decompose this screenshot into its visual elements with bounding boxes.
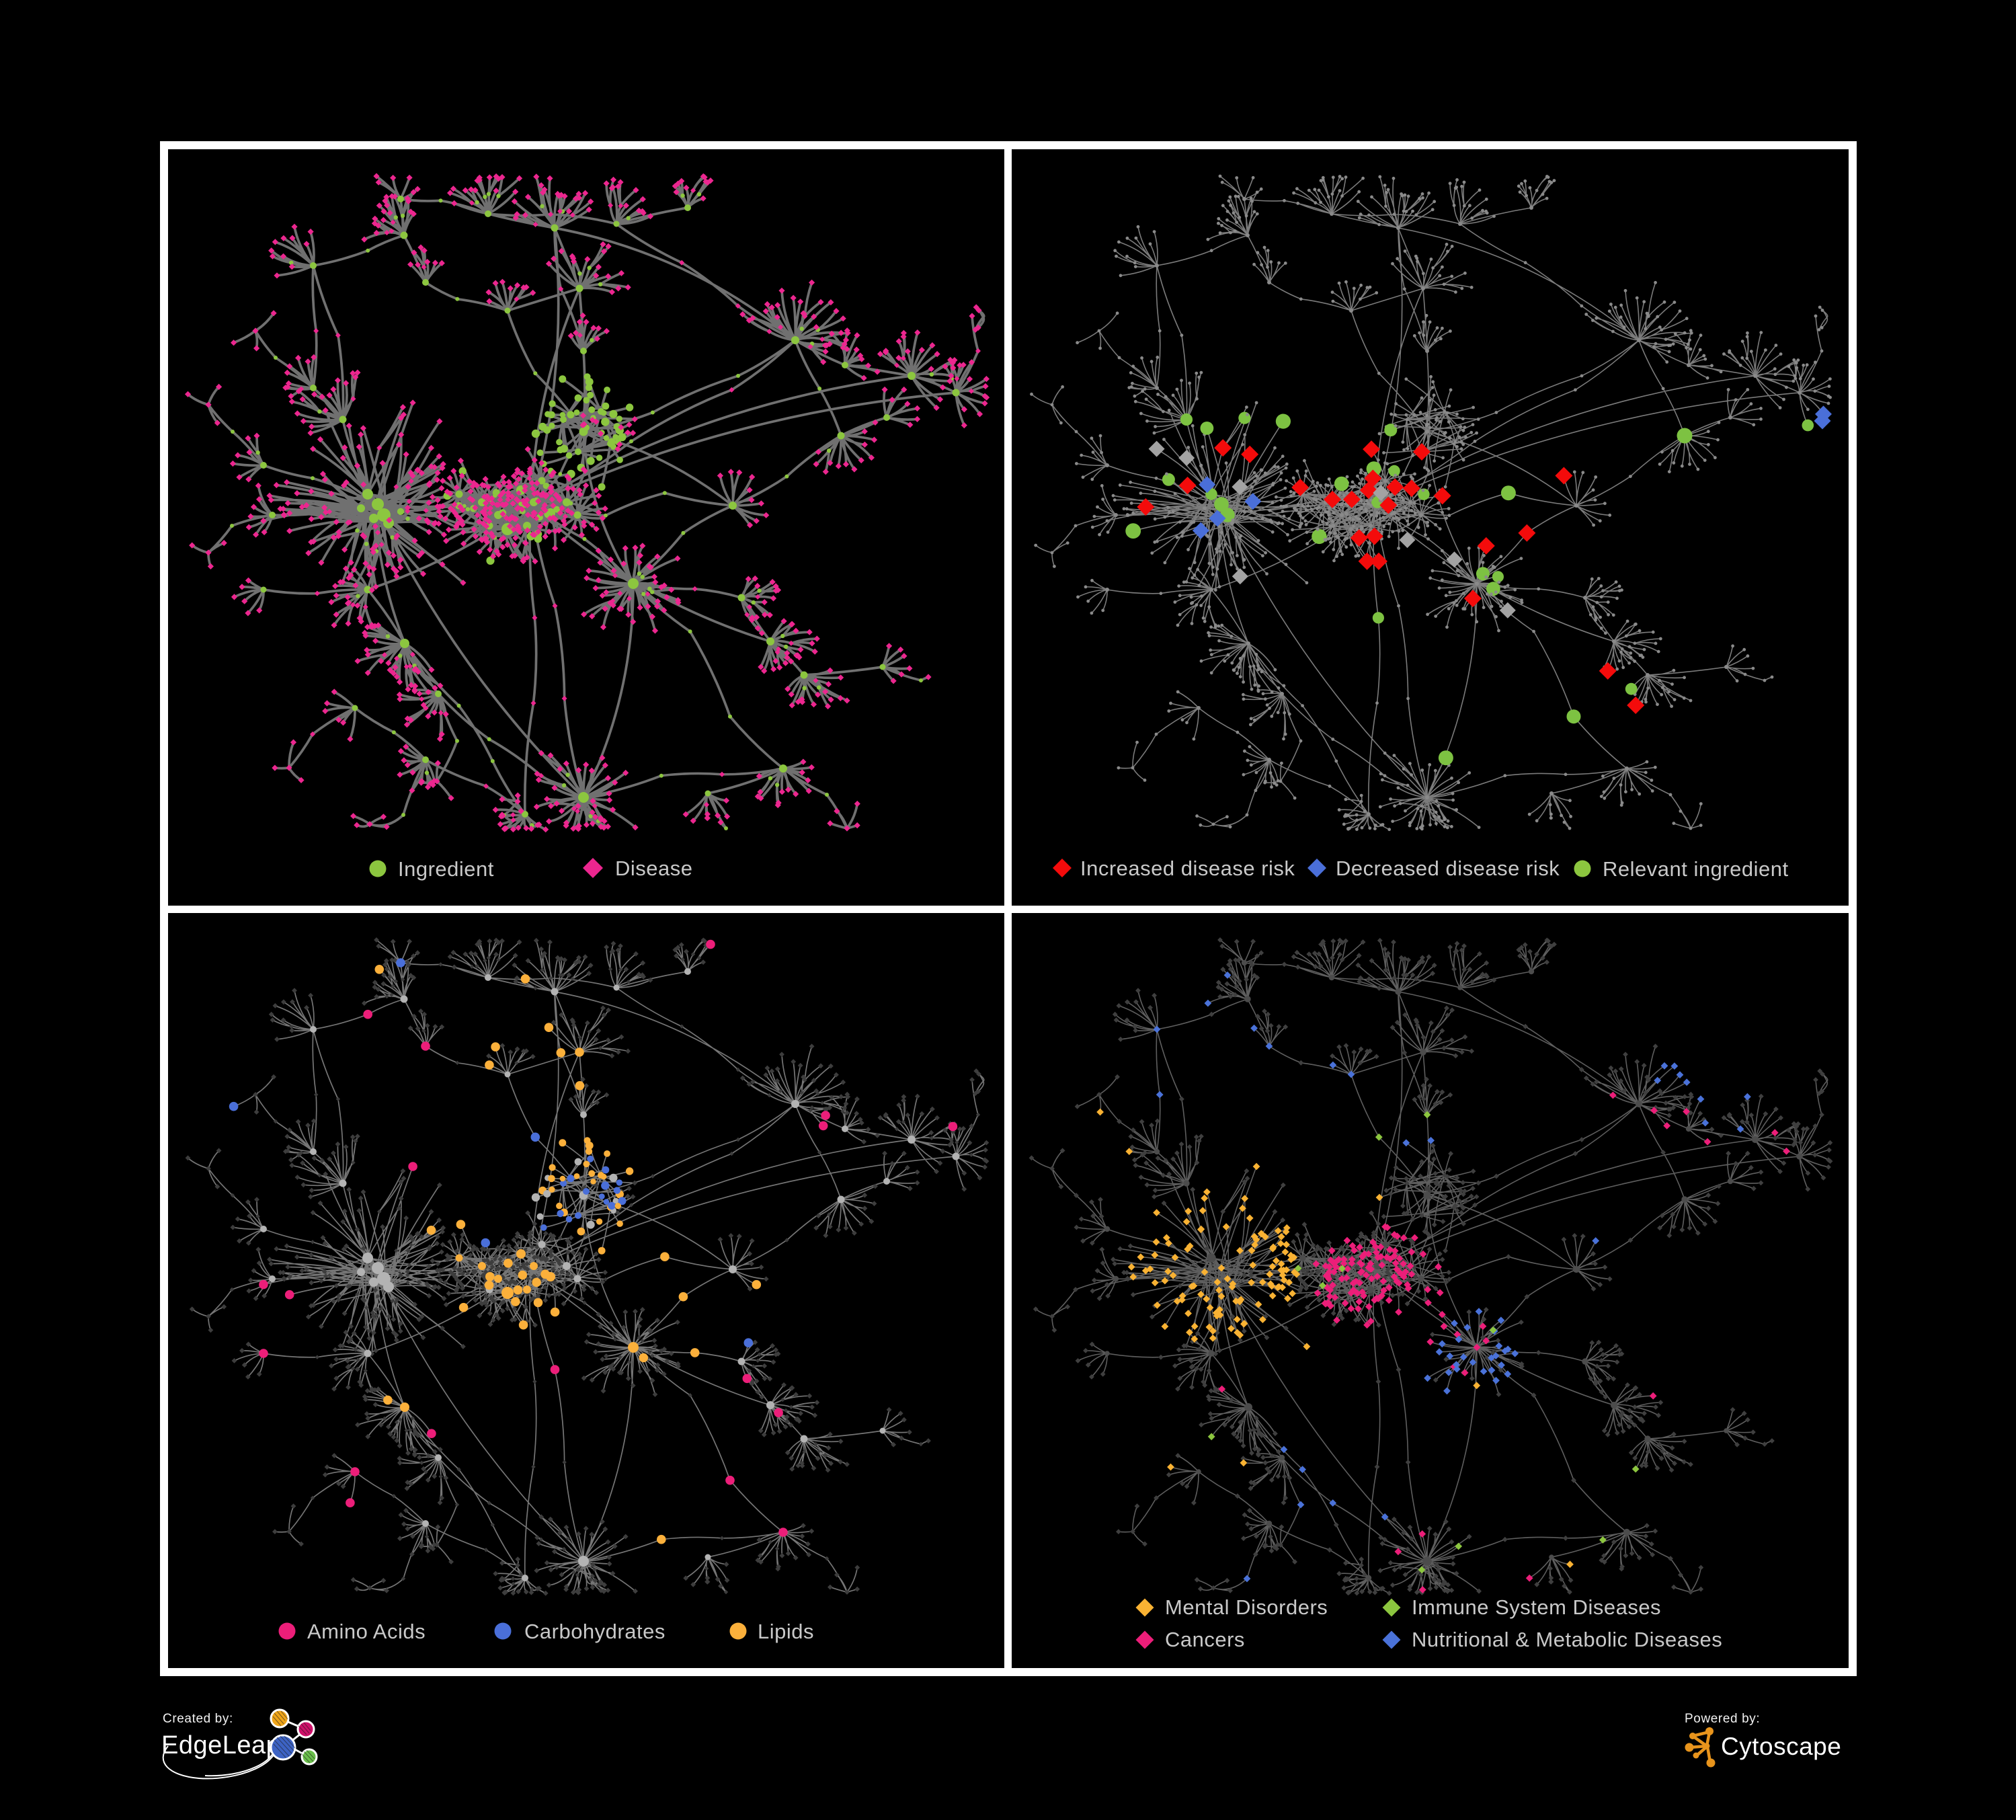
- svg-text:Increased disease risk: Increased disease risk: [1080, 857, 1295, 880]
- svg-text:Cytoscape: Cytoscape: [1721, 1733, 1841, 1760]
- svg-text:Cancers: Cancers: [1165, 1628, 1245, 1651]
- svg-text:Nutritional & Metabolic Diseas: Nutritional & Metabolic Diseases: [1412, 1628, 1722, 1651]
- svg-text:EdgeLeap: EdgeLeap: [161, 1731, 280, 1759]
- svg-text:Carbohydrates: Carbohydrates: [524, 1620, 666, 1643]
- svg-text:Decreased disease risk: Decreased disease risk: [1336, 857, 1560, 880]
- svg-text:Powered by:: Powered by:: [1685, 1712, 1760, 1726]
- svg-text:Ingredient: Ingredient: [398, 857, 494, 881]
- svg-text:Immune System Diseases: Immune System Diseases: [1412, 1595, 1661, 1619]
- svg-text:Relevant ingredient: Relevant ingredient: [1603, 857, 1789, 881]
- svg-text:Mental Disorders: Mental Disorders: [1165, 1595, 1328, 1619]
- svg-text:Created by:: Created by:: [163, 1712, 233, 1726]
- svg-text:Lipids: Lipids: [758, 1620, 814, 1643]
- svg-text:Disease: Disease: [615, 857, 693, 880]
- svg-text:Amino Acids: Amino Acids: [307, 1620, 426, 1643]
